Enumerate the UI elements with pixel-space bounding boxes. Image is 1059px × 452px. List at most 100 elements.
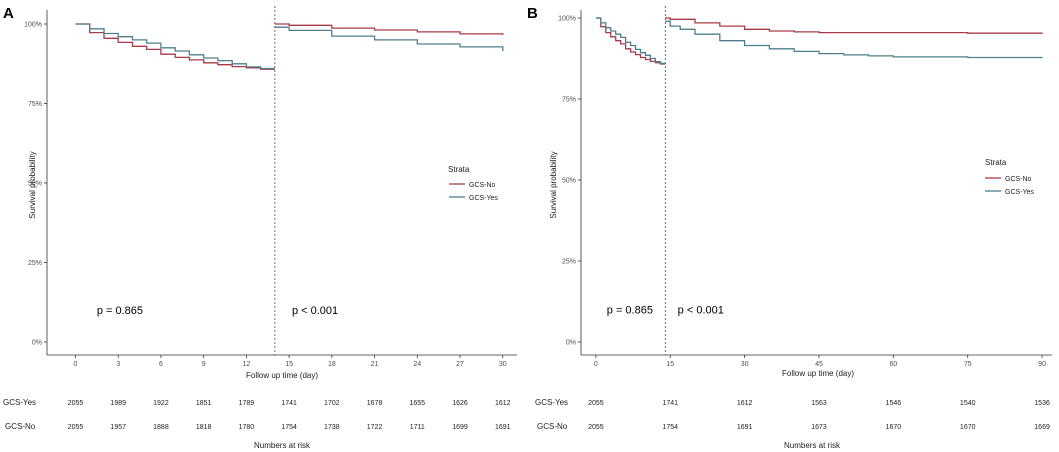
panel-a-curve-gcs-no-seg1 — [75, 23, 275, 70]
panel-a-risk-cell-gcs-yes: 1851 — [196, 400, 212, 407]
panel-a-y-axis-label: Survival probability — [28, 151, 37, 218]
panel-a-risk-cell-gcs-yes: 1741 — [281, 400, 297, 407]
panel-b-risk-table: GCS-Yes GCS-No Numbers at risk 2055 1741 1… — [535, 398, 1050, 450]
panel-a-legend-title: Strata — [448, 165, 470, 174]
panel-b-x-axis-label: Follow up time (day) — [782, 369, 854, 378]
panel-a: A Survival probability Follow up time (d… — [3, 5, 517, 450]
panel-a-x-tick-label: 3 — [116, 361, 120, 368]
panel-a-curve-gcs-no-seg2 — [274, 23, 504, 36]
panel-a-risk-cell-gcs-yes: 1702 — [324, 400, 340, 407]
panel-a-risk-title: Numbers at risk — [254, 441, 311, 450]
panel-a-curve-gcs-yes-seg2 — [274, 26, 504, 51]
panel-a-risk-cell-gcs-no: 1691 — [495, 424, 511, 431]
panel-b-x-tick-label: 45 — [815, 361, 823, 368]
panel-b-risk-cell-gcs-yes: 1546 — [886, 400, 902, 407]
panel-a-x-tick-label: 27 — [456, 361, 464, 368]
panel-b-p-value-early: p = 0.865 — [607, 305, 653, 317]
panel-a-risk-cell-gcs-no: 1957 — [110, 424, 126, 431]
panel-b-legend: Strata GCS-No GCS-Yes — [985, 158, 1034, 196]
panel-b-y-axis-label: Survival probability — [549, 151, 558, 218]
panel-a-x-axis-label: Follow up time (day) — [246, 371, 318, 380]
panel-b-legend-title: Strata — [985, 158, 1007, 167]
panel-a-risk-cell-gcs-yes: 1612 — [495, 400, 511, 407]
panel-b-risk-cell-gcs-no: 1670 — [960, 424, 976, 431]
panel-b-risk-cell-gcs-no: 1673 — [811, 424, 827, 431]
panel-b-curve-gcs-no-seg2 — [665, 17, 1043, 34]
panel-b-risk-cell-gcs-yes: 1612 — [737, 400, 753, 407]
panel-b-label: B — [527, 5, 538, 22]
panel-a-risk-cell-gcs-yes: 1922 — [153, 400, 169, 407]
panel-a-x-tick-label: 9 — [202, 361, 206, 368]
panel-a-x-tick-label: 18 — [328, 361, 336, 368]
panel-a-y-tick-label: 25% — [28, 260, 42, 267]
panel-a-risk-cell-gcs-yes: 1655 — [410, 400, 426, 407]
panel-a-risk-cell-gcs-no: 1699 — [452, 424, 468, 431]
panel-b-x-tick-label: 75 — [964, 361, 972, 368]
panel-b-risk-cell-gcs-no: 1691 — [737, 424, 753, 431]
panel-a-risk-cell-gcs-no: 1754 — [281, 424, 297, 431]
panel-a-risk-cell-gcs-yes: 2055 — [68, 400, 84, 407]
panel-b-legend-gcs-yes: GCS-Yes — [1005, 189, 1034, 196]
panel-b-risk-label-gcs-yes: GCS-Yes — [535, 398, 568, 407]
panel-b-curve-gcs-yes-seg2 — [665, 20, 1043, 59]
panel-b-x-tick-label: 15 — [666, 361, 674, 368]
panel-a-y-tick-label: 50% — [28, 181, 42, 188]
panel-b-risk-cell-gcs-yes: 1741 — [662, 400, 678, 407]
panel-b-x-tick-label: 0 — [594, 361, 598, 368]
panel-b-x-tick-label: 90 — [1038, 361, 1046, 368]
panel-a-risk-cell-gcs-no: 1780 — [239, 424, 255, 431]
panel-a-risk-cell-gcs-no: 2055 — [68, 424, 84, 431]
panel-a-x-tick-label: 6 — [159, 361, 163, 368]
panel-a-risk-cell-gcs-yes: 1678 — [367, 400, 383, 407]
panel-a-p-value-early: p = 0.865 — [97, 305, 143, 317]
panel-b-x-tick-label: 30 — [741, 361, 749, 368]
panel-a-risk-cell-gcs-no: 1888 — [153, 424, 169, 431]
panel-b-y-tick-label: 0% — [566, 340, 576, 347]
panel-b-x-tick-label: 60 — [889, 361, 897, 368]
panel-b: B Survival probability Follow up time (d… — [527, 5, 1052, 450]
panel-a-label: A — [3, 5, 14, 22]
panel-a-legend-gcs-yes: GCS-Yes — [469, 195, 498, 202]
panel-a-risk-cell-gcs-yes: 1989 — [110, 400, 126, 407]
panel-a-x-tick-label: 21 — [371, 361, 379, 368]
panel-a-p-value-late: p < 0.001 — [292, 305, 338, 317]
panel-b-curve-gcs-no-seg1 — [595, 17, 666, 65]
panel-a-x-tick-label: 24 — [413, 361, 421, 368]
panel-a-risk-label-gcs-yes: GCS-Yes — [3, 398, 36, 407]
panel-a-y-tick-label: 100% — [24, 22, 42, 29]
panel-b-risk-cell-gcs-yes: 2055 — [588, 400, 604, 407]
panel-b-curve-gcs-yes-seg1 — [595, 17, 666, 65]
panel-b-risk-cell-gcs-no: 1754 — [662, 424, 678, 431]
panel-a-y-tick-label: 0% — [32, 340, 42, 347]
panel-b-y-tick-label: 50% — [562, 178, 576, 185]
panel-a-legend: Strata GCS-No GCS-Yes — [448, 165, 498, 202]
panel-a-risk-cell-gcs-no: 1711 — [410, 424, 425, 431]
panel-b-risk-cell-gcs-yes: 1536 — [1034, 400, 1050, 407]
panel-b-y-tick-label: 25% — [562, 259, 576, 266]
panel-a-risk-cell-gcs-no: 1738 — [324, 424, 340, 431]
panel-b-risk-cell-gcs-yes: 1563 — [811, 400, 827, 407]
panel-b-legend-gcs-no: GCS-No — [1005, 176, 1032, 183]
panel-b-p-value-late: p < 0.001 — [678, 305, 724, 317]
panel-a-legend-gcs-no: GCS-No — [469, 182, 496, 189]
panel-a-risk-table: GCS-Yes GCS-No Numbers at risk 2055 1989 1… — [3, 398, 511, 450]
panel-a-risk-cell-gcs-no: 1818 — [196, 424, 212, 431]
panel-a-y-tick-label: 75% — [28, 101, 42, 108]
panel-b-risk-cell-gcs-no: 2055 — [588, 424, 604, 431]
panel-b-risk-cell-gcs-yes: 1540 — [960, 400, 976, 407]
panel-b-risk-cell-gcs-no: 1669 — [1034, 424, 1050, 431]
panel-b-risk-cell-gcs-no: 1670 — [886, 424, 902, 431]
panel-a-risk-cell-gcs-yes: 1626 — [452, 400, 468, 407]
panel-a-x-tick-label: 0 — [74, 361, 78, 368]
panel-a-curve-gcs-yes-seg1 — [75, 23, 275, 70]
panel-a-risk-label-gcs-no: GCS-No — [5, 422, 36, 431]
panel-b-y-tick-label: 75% — [562, 97, 576, 104]
panel-b-risk-title: Numbers at risk — [784, 441, 841, 450]
panel-a-x-tick-label: 12 — [242, 361, 250, 368]
panel-b-y-tick-label: 100% — [558, 16, 576, 23]
panel-a-risk-cell-gcs-no: 1722 — [367, 424, 383, 431]
panel-a-x-tick-label: 15 — [285, 361, 293, 368]
panel-a-risk-cell-gcs-yes: 1789 — [239, 400, 255, 407]
panel-b-risk-label-gcs-no: GCS-No — [537, 422, 568, 431]
